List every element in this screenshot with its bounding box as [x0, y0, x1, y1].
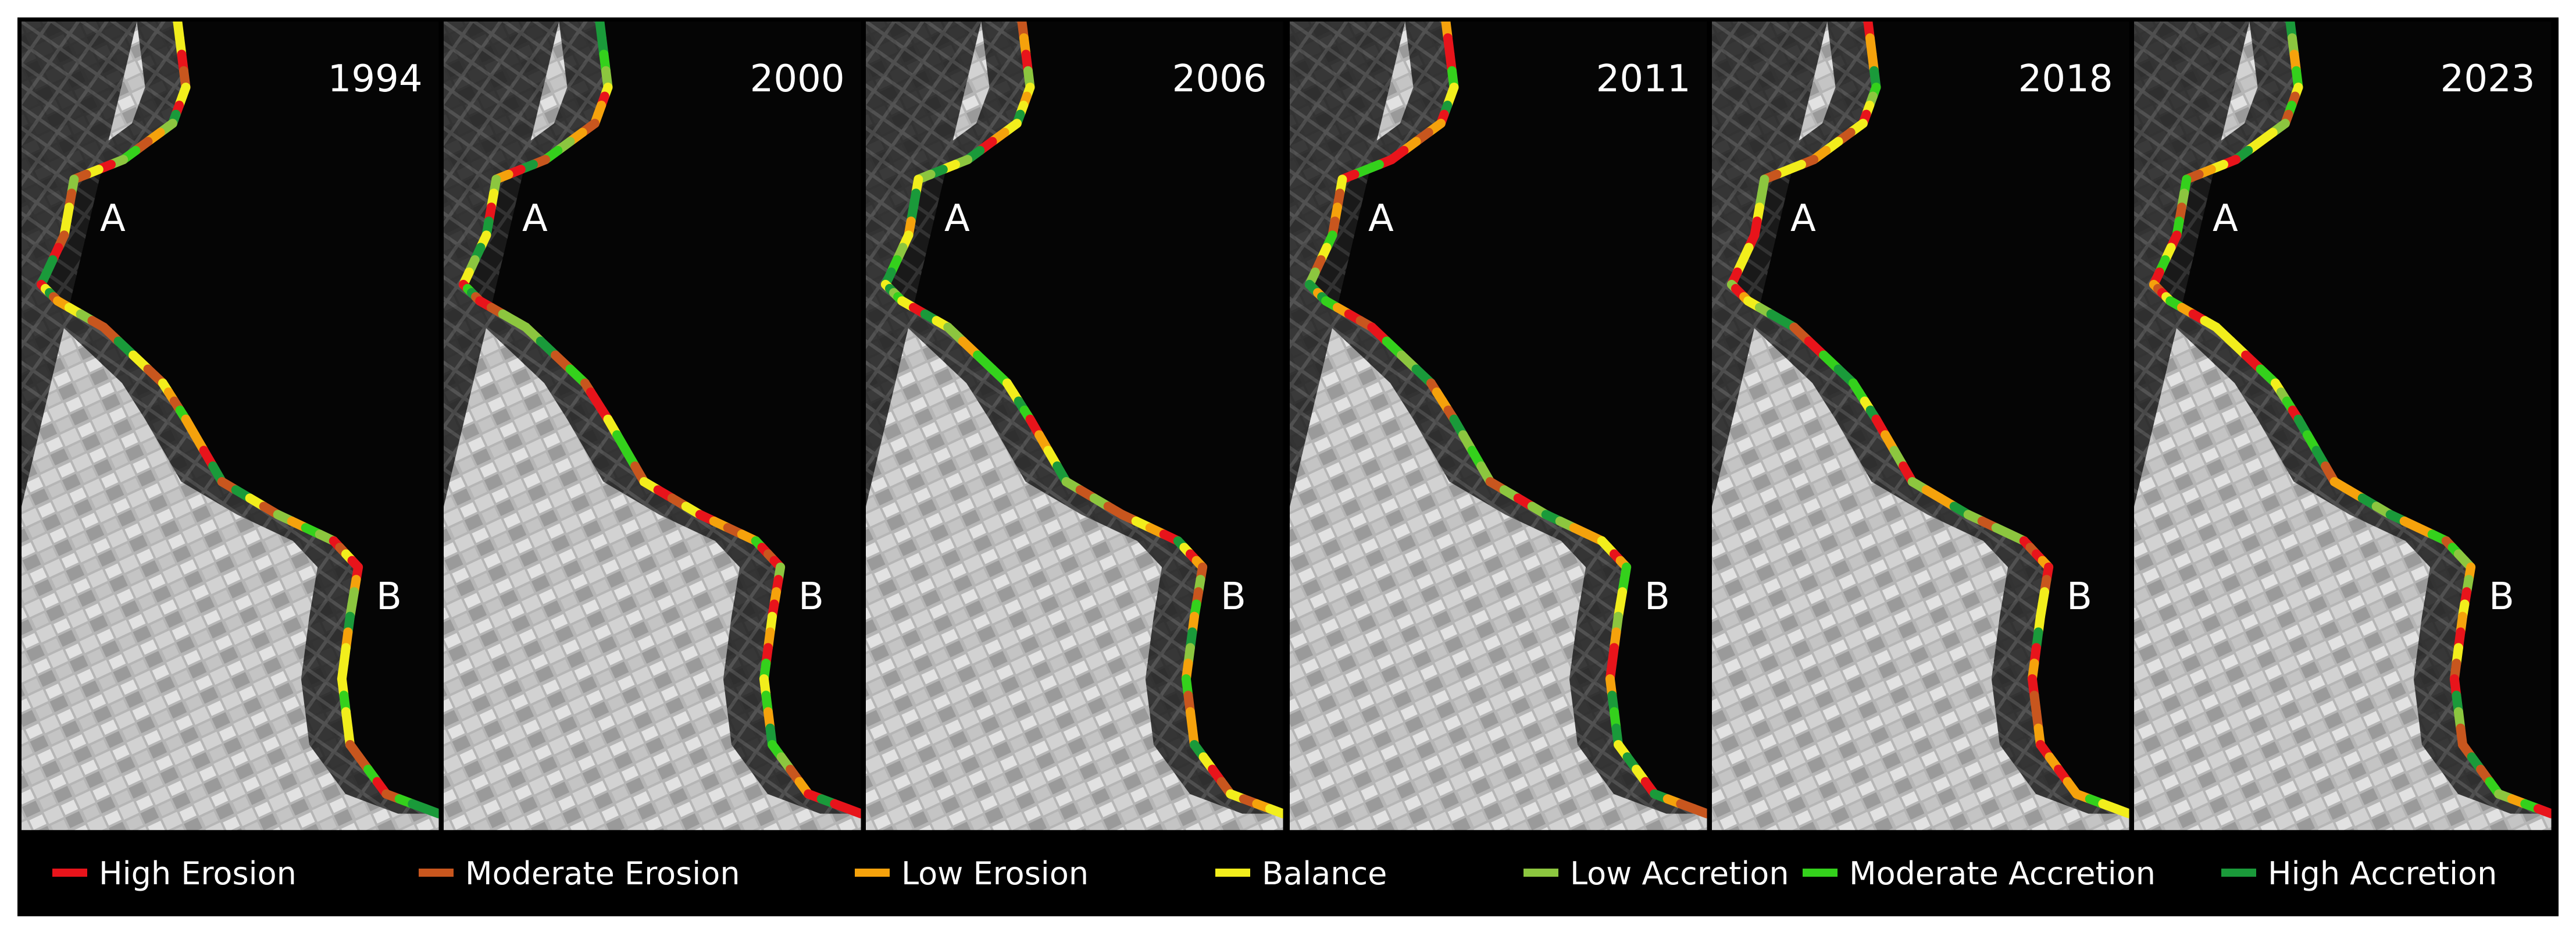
- site-label: A: [2213, 197, 2238, 240]
- panel-content: [444, 22, 861, 830]
- panel-content: [1290, 22, 1707, 830]
- aquaculture-ponds: [1712, 22, 2129, 814]
- legend-label: Moderate Erosion: [465, 855, 740, 892]
- panel-content: [1712, 22, 2129, 830]
- shoreline-segment: [843, 804, 861, 819]
- shoreline-segment: [420, 804, 439, 819]
- site-label: B: [2067, 575, 2092, 618]
- map-panel: 1994 A B: [22, 22, 439, 830]
- year-label: 2023: [2441, 58, 2535, 101]
- year-label: 2018: [2018, 58, 2113, 101]
- shoreline-segment: [2533, 804, 2552, 819]
- panel-content: [2134, 22, 2552, 830]
- map-panel: 2011 A B: [1290, 22, 1707, 830]
- map-panel: 2018 A B: [1712, 22, 2129, 830]
- map-panel: 2023 A B: [2134, 22, 2552, 830]
- site-label: A: [522, 197, 548, 240]
- site-label: B: [1221, 575, 1246, 618]
- aquaculture-ponds: [1290, 22, 1707, 814]
- legend-label: High Accretion: [2268, 855, 2497, 892]
- legend-label: Low Accretion: [1570, 855, 1789, 892]
- site-label: A: [1368, 197, 1394, 240]
- site-label: B: [798, 575, 824, 618]
- legend: High Erosion Moderate Erosion Low Erosion B…: [52, 855, 2497, 892]
- panel-content: [866, 22, 1283, 830]
- panel-content: [22, 22, 439, 830]
- site-label: B: [2489, 575, 2514, 618]
- legend-label: Moderate Accretion: [1849, 855, 2156, 892]
- aquaculture-ponds: [22, 22, 439, 814]
- aquaculture-ponds: [866, 22, 1283, 814]
- shoreline-segment: [1689, 804, 1707, 819]
- panels: 1994 A B 2000 A B 2006 A B 2011 A B 2018 A B 2023 A B: [22, 22, 2552, 830]
- aquaculture-ponds: [2134, 22, 2552, 814]
- site-label: B: [376, 575, 402, 618]
- site-label: A: [1790, 197, 1816, 240]
- map-panel: 2000 A B: [444, 22, 861, 830]
- shoreline-segment: [2111, 804, 2129, 819]
- legend-label: High Erosion: [99, 855, 297, 892]
- site-label: A: [100, 197, 126, 240]
- aquaculture-ponds: [444, 22, 861, 814]
- site-label: A: [944, 197, 970, 240]
- year-label: 1994: [328, 58, 423, 101]
- site-label: B: [1644, 575, 1670, 618]
- year-label: 2006: [1172, 58, 1267, 101]
- legend-label: Balance: [1262, 855, 1387, 892]
- year-label: 2000: [750, 58, 845, 101]
- map-panel: 2006 A B: [866, 22, 1283, 830]
- legend-label: Low Erosion: [901, 855, 1089, 892]
- year-label: 2011: [1596, 58, 1691, 101]
- shoreline-segment: [1265, 804, 1283, 819]
